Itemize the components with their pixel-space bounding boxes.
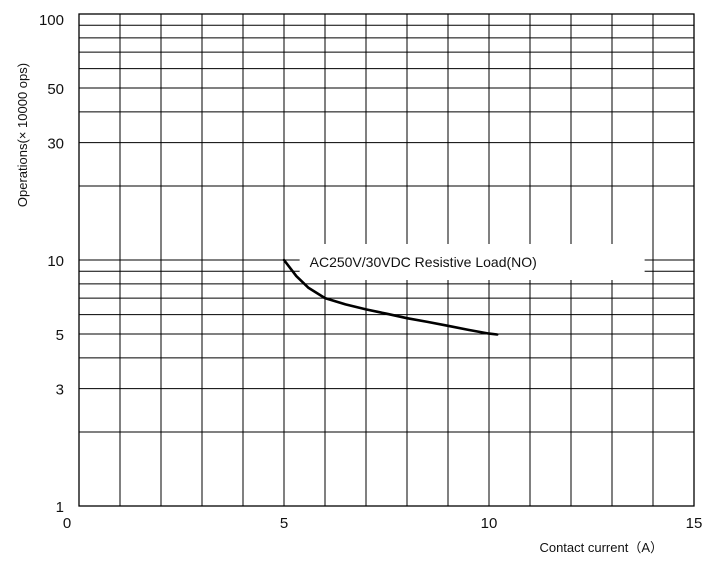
- plot-border: [78, 13, 695, 507]
- y-tick-label: 1: [56, 499, 64, 516]
- y-tick-label: 3: [56, 382, 64, 399]
- y-tick-label: 10: [47, 253, 64, 270]
- annotation-background: [299, 244, 645, 280]
- y-tick-label: 5: [56, 327, 64, 344]
- series-line: [282, 258, 499, 336]
- x-tick-label: 10: [481, 515, 498, 532]
- y-tick-label: 30: [47, 136, 64, 153]
- x-tick-label: 15: [686, 515, 703, 532]
- curve-annotation: AC250V/30VDC Resistive Load(NO): [310, 254, 537, 270]
- y-tick-label: 100: [39, 12, 64, 29]
- x-tick-labels: 0 5 10 15: [63, 515, 703, 532]
- y-tick-label: 50: [47, 81, 64, 98]
- y-axis-title: Operations(× 10000 ops): [15, 63, 30, 207]
- x-tick-label: 5: [280, 515, 288, 532]
- y-tick-labels: 1 3 5 10 30 50 100: [39, 12, 64, 516]
- x-tick-label: 0: [63, 515, 71, 532]
- series-layer: [282, 258, 499, 336]
- x-axis-title: Contact current（A）: [539, 540, 663, 555]
